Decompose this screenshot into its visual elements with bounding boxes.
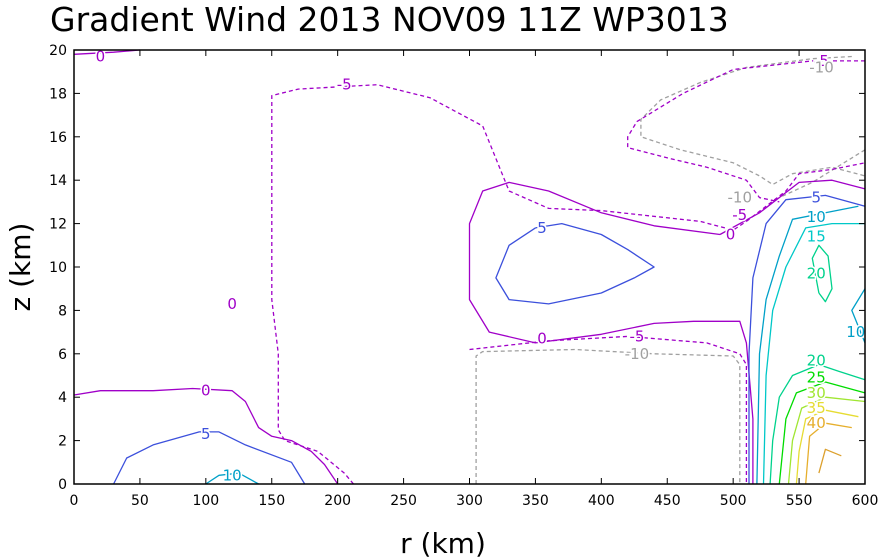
y-tick-label: 14 bbox=[49, 173, 67, 189]
y-tick-label: 12 bbox=[49, 217, 67, 233]
contour-label: 30 bbox=[807, 384, 826, 402]
contour-label: 25 bbox=[807, 369, 826, 387]
y-tick-label: 16 bbox=[49, 130, 67, 146]
contour-label: -5 bbox=[732, 206, 747, 224]
contour-line-0 bbox=[719, 179, 866, 236]
contour-label: 40 bbox=[807, 414, 826, 432]
contour-label: 0 bbox=[227, 295, 237, 313]
contour-label: 10 bbox=[223, 466, 242, 484]
y-axis-ticks: 0 2 4 6 8 10 12 14 16 18 20 bbox=[49, 43, 865, 493]
contour-label: 0 bbox=[201, 382, 211, 400]
contour-line-neg5 bbox=[627, 60, 865, 203]
contour-line-0 bbox=[73, 387, 339, 485]
contour-label: 0 bbox=[96, 48, 106, 66]
contour-label: -10 bbox=[809, 58, 834, 76]
contour-line-40 bbox=[805, 422, 852, 485]
contour-line-neg10 bbox=[779, 149, 866, 199]
contour-label: 0 bbox=[726, 225, 736, 243]
contour-label: 15 bbox=[807, 228, 826, 246]
chart-title: Gradient Wind 2013 NOV09 11Z WP3013 bbox=[50, 0, 729, 39]
x-tick-label: 550 bbox=[786, 493, 813, 509]
contour-line-0 bbox=[468, 181, 754, 484]
contour-label: 0 bbox=[537, 330, 547, 348]
contour-label: 20 bbox=[807, 265, 826, 283]
contour-line-30 bbox=[787, 396, 866, 485]
contour-line-35 bbox=[795, 409, 859, 485]
x-tick-label: 300 bbox=[456, 493, 483, 509]
contour-label: -10 bbox=[728, 189, 753, 207]
x-tick-label: 450 bbox=[654, 493, 681, 509]
x-tick-label: 100 bbox=[192, 493, 219, 509]
y-tick-label: 0 bbox=[58, 477, 67, 493]
contour-line-neg5 bbox=[469, 335, 748, 484]
contour-line-20 bbox=[811, 244, 833, 303]
contour-line-15 bbox=[762, 222, 865, 485]
contour-line-neg5 bbox=[746, 162, 866, 222]
y-tick-label: 18 bbox=[49, 86, 67, 102]
y-tick-label: 6 bbox=[58, 347, 67, 363]
contour-lines bbox=[73, 49, 866, 485]
contour-label: -5 bbox=[337, 76, 352, 94]
x-tick-label: 50 bbox=[131, 493, 149, 509]
x-tick-label: 500 bbox=[720, 493, 747, 509]
x-tick-label: 250 bbox=[390, 493, 417, 509]
contour-label: -5 bbox=[629, 327, 644, 345]
y-tick-label: 20 bbox=[49, 43, 67, 59]
contour-label: 35 bbox=[807, 399, 826, 417]
x-tick-label: 200 bbox=[324, 493, 351, 509]
x-axis-ticks: 0 50 100 150 200 250 300 350 400 450 500 550 600 bbox=[70, 50, 879, 509]
contour-line-neg10 bbox=[640, 55, 866, 186]
contour-line-5 bbox=[495, 222, 655, 305]
x-axis-label: r (km) bbox=[400, 527, 486, 560]
contour-line-10 bbox=[851, 288, 866, 344]
contour-line-20 bbox=[769, 363, 866, 485]
y-axis-label: z (km) bbox=[4, 223, 37, 312]
contour-label: 5 bbox=[537, 219, 547, 237]
contour-line-10 bbox=[205, 472, 259, 485]
contour-line-45 bbox=[818, 448, 842, 474]
x-tick-label: 0 bbox=[70, 493, 79, 509]
x-tick-label: 600 bbox=[852, 493, 879, 509]
y-tick-label: 8 bbox=[58, 303, 67, 319]
contour-line-neg5 bbox=[271, 84, 747, 485]
contour-label: 5 bbox=[811, 189, 821, 207]
contour-label: 20 bbox=[807, 351, 826, 369]
y-tick-label: 10 bbox=[49, 260, 67, 276]
contour-label: -5 bbox=[814, 52, 829, 70]
contour-label: 5 bbox=[201, 425, 211, 443]
contour-label: 10 bbox=[807, 208, 826, 226]
contour-line-5 bbox=[748, 194, 866, 484]
x-tick-label: 350 bbox=[522, 493, 549, 509]
contour-label: -10 bbox=[625, 345, 650, 363]
contour-label: 10 bbox=[846, 323, 865, 341]
contour-line-10 bbox=[756, 205, 859, 485]
contour-line-neg10 bbox=[475, 348, 741, 484]
y-tick-label: 2 bbox=[58, 434, 67, 450]
x-tick-label: 150 bbox=[258, 493, 285, 509]
contour-line-5 bbox=[113, 431, 306, 485]
y-tick-label: 4 bbox=[58, 390, 67, 406]
contour-line-25 bbox=[778, 381, 866, 485]
x-tick-label: 400 bbox=[588, 493, 615, 509]
